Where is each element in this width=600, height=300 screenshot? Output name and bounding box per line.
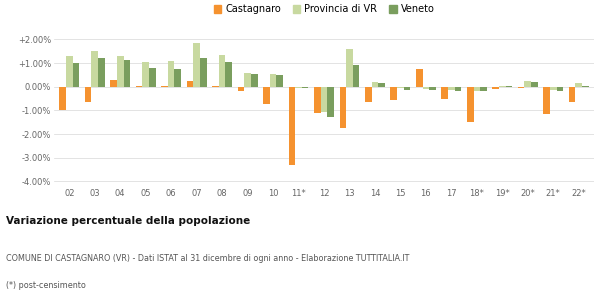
Bar [219,55,226,87]
Bar [582,85,589,87]
Bar [110,80,117,87]
Bar [340,87,346,128]
Bar [136,85,142,87]
Bar [59,87,66,110]
Bar [168,61,175,87]
Bar [557,87,563,92]
Bar [550,87,557,90]
Bar [124,59,130,87]
Bar [371,82,378,87]
Bar [531,82,538,87]
Bar [416,69,422,87]
Bar [397,87,404,88]
Bar [473,87,480,92]
Bar [226,62,232,87]
Bar [391,87,397,100]
Bar [66,56,73,87]
Bar [117,56,124,87]
Legend: Castagnaro, Provincia di VR, Veneto: Castagnaro, Provincia di VR, Veneto [209,1,439,18]
Bar [270,74,277,87]
Bar [251,74,257,87]
Bar [193,43,200,87]
Bar [422,87,429,89]
Bar [175,69,181,87]
Bar [404,87,410,90]
Bar [314,87,320,113]
Bar [289,87,295,165]
Bar [448,87,455,90]
Bar [263,87,270,104]
Bar [518,87,524,88]
Text: Variazione percentuale della popolazione: Variazione percentuale della popolazione [6,215,250,226]
Bar [455,87,461,91]
Bar [238,87,244,92]
Bar [544,87,550,114]
Bar [506,85,512,87]
Bar [429,87,436,90]
Bar [569,87,575,102]
Bar [187,81,193,87]
Bar [353,65,359,87]
Bar [442,87,448,98]
Bar [365,87,371,102]
Bar [499,85,506,87]
Bar [277,75,283,87]
Text: (*) post-censimento: (*) post-censimento [6,281,86,290]
Bar [200,58,206,87]
Bar [467,87,473,122]
Bar [142,62,149,87]
Bar [346,49,353,87]
Bar [524,81,531,87]
Bar [480,87,487,92]
Text: COMUNE DI CASTAGNARO (VR) - Dati ISTAT al 31 dicembre di ogni anno - Elaborazion: COMUNE DI CASTAGNARO (VR) - Dati ISTAT a… [6,254,409,263]
Bar [85,87,91,102]
Bar [244,73,251,87]
Bar [575,83,582,87]
Bar [91,51,98,87]
Bar [320,87,328,112]
Bar [149,68,155,87]
Bar [328,87,334,118]
Bar [493,87,499,89]
Bar [161,86,168,87]
Bar [73,63,79,87]
Bar [212,85,219,87]
Bar [378,83,385,87]
Bar [302,87,308,88]
Bar [98,58,104,87]
Bar [295,87,302,88]
